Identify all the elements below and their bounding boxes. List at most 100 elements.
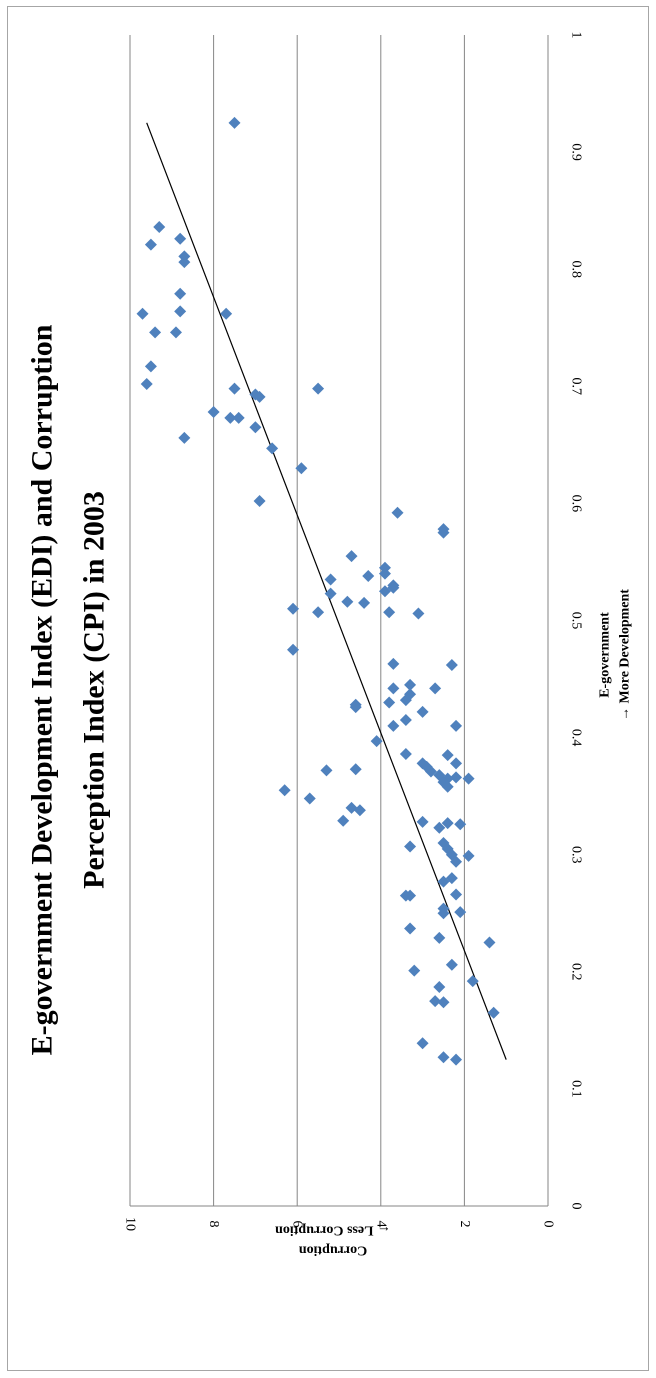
data-point — [324, 587, 337, 600]
data-point — [387, 657, 400, 670]
data-point — [445, 958, 458, 971]
chart-frame — [7, 6, 649, 1371]
data-point — [441, 780, 454, 793]
data-point — [399, 714, 412, 727]
data-point — [345, 801, 358, 814]
data-point — [278, 784, 291, 797]
data-point — [378, 585, 391, 598]
y-tick-label: 10 — [123, 1217, 138, 1231]
data-point — [228, 116, 241, 129]
data-point — [391, 506, 404, 519]
data-point — [174, 232, 187, 245]
x-tick-label: 0.2 — [569, 963, 584, 981]
data-point — [445, 872, 458, 885]
x-axis-title-line: → More Development — [618, 589, 633, 721]
data-point — [450, 855, 463, 868]
data-point — [370, 735, 383, 748]
data-point — [178, 256, 191, 269]
data-point — [312, 606, 325, 619]
data-point — [433, 981, 446, 994]
data-point — [399, 747, 412, 760]
data-point — [445, 658, 458, 671]
data-point — [416, 815, 429, 828]
data-point — [416, 1037, 429, 1050]
data-point — [454, 906, 467, 919]
x-tick-label: 0 — [569, 1203, 584, 1210]
data-point — [136, 307, 149, 320]
y-axis-title-line: Corruption — [299, 1243, 368, 1258]
data-point — [295, 462, 308, 475]
data-point — [404, 889, 417, 902]
data-point — [387, 719, 400, 732]
data-point — [140, 377, 153, 390]
data-point — [450, 757, 463, 770]
data-point — [433, 931, 446, 944]
y-tick-label: 4 — [373, 1221, 388, 1228]
data-point — [429, 995, 442, 1008]
x-tick-label: 0.8 — [569, 260, 584, 278]
data-point — [450, 719, 463, 732]
data-point — [437, 526, 450, 539]
y-tick-label: 8 — [206, 1221, 221, 1228]
data-point — [287, 643, 300, 656]
data-point — [312, 382, 325, 395]
data-point — [399, 694, 412, 707]
y-tick-label: 2 — [457, 1221, 472, 1228]
trendline-group — [146, 122, 507, 1060]
gridlines — [129, 35, 549, 1207]
x-tick-label: 0.9 — [569, 143, 584, 161]
chart-title-line: Perception Index (CPI) in 2003 — [78, 491, 111, 889]
x-axis-title: E-government → More Development — [598, 589, 633, 721]
data-point — [320, 764, 333, 777]
data-point — [378, 567, 391, 580]
x-tick-labels: 0 0.1 0.2 0.3 0.4 0.5 0.6 0.7 0.8 0.9 1 — [569, 32, 584, 1210]
data-point — [404, 840, 417, 853]
x-tick-label: 0.3 — [569, 846, 584, 864]
data-point — [462, 849, 475, 862]
data-point — [303, 792, 316, 805]
data-point — [416, 705, 429, 718]
data-point — [441, 817, 454, 830]
data-point — [287, 602, 300, 615]
data-point — [207, 406, 220, 419]
data-points — [136, 116, 500, 1066]
data-point — [224, 411, 237, 424]
trendline — [146, 122, 507, 1060]
data-point — [358, 596, 371, 609]
x-tick-label: 0.7 — [569, 378, 584, 396]
y-tick-labels: 0 2 4 6 8 10 — [123, 1217, 556, 1231]
x-tick-label: 0.1 — [569, 1080, 584, 1098]
data-point — [169, 326, 182, 339]
data-point — [362, 570, 375, 583]
x-tick-label: 1 — [569, 32, 584, 39]
data-point — [345, 550, 358, 563]
data-point — [454, 818, 467, 831]
x-tick-label: 0.6 — [569, 495, 584, 513]
y-axis-title-line: ← Less Corruption — [275, 1223, 391, 1238]
data-point — [349, 701, 362, 714]
chart-title-line: E-government Development Index (EDI) and… — [26, 324, 59, 1055]
data-point — [341, 595, 354, 608]
y-tick-label: 0 — [541, 1221, 556, 1228]
y-tick-label: 6 — [290, 1221, 305, 1228]
data-point — [228, 382, 241, 395]
plot-area: 0 0.1 0.2 0.3 0.4 0.5 0.6 0.7 0.8 0.9 1 0 2 4 6 8 10 — [123, 32, 584, 1232]
data-point — [466, 975, 479, 988]
x-tick-label: 0.4 — [569, 729, 584, 747]
data-point — [174, 287, 187, 300]
data-point — [144, 238, 157, 251]
data-point — [437, 996, 450, 1009]
data-point — [324, 573, 337, 586]
data-point — [149, 326, 162, 339]
data-point — [487, 1006, 500, 1019]
data-point — [450, 1053, 463, 1066]
data-point — [404, 922, 417, 935]
x-tick-label: 0.5 — [569, 612, 584, 630]
data-point — [383, 606, 396, 619]
data-point — [174, 305, 187, 318]
data-point — [178, 431, 191, 444]
data-point — [249, 421, 262, 434]
data-point — [144, 360, 157, 373]
data-point — [253, 390, 266, 403]
data-point — [404, 678, 417, 691]
